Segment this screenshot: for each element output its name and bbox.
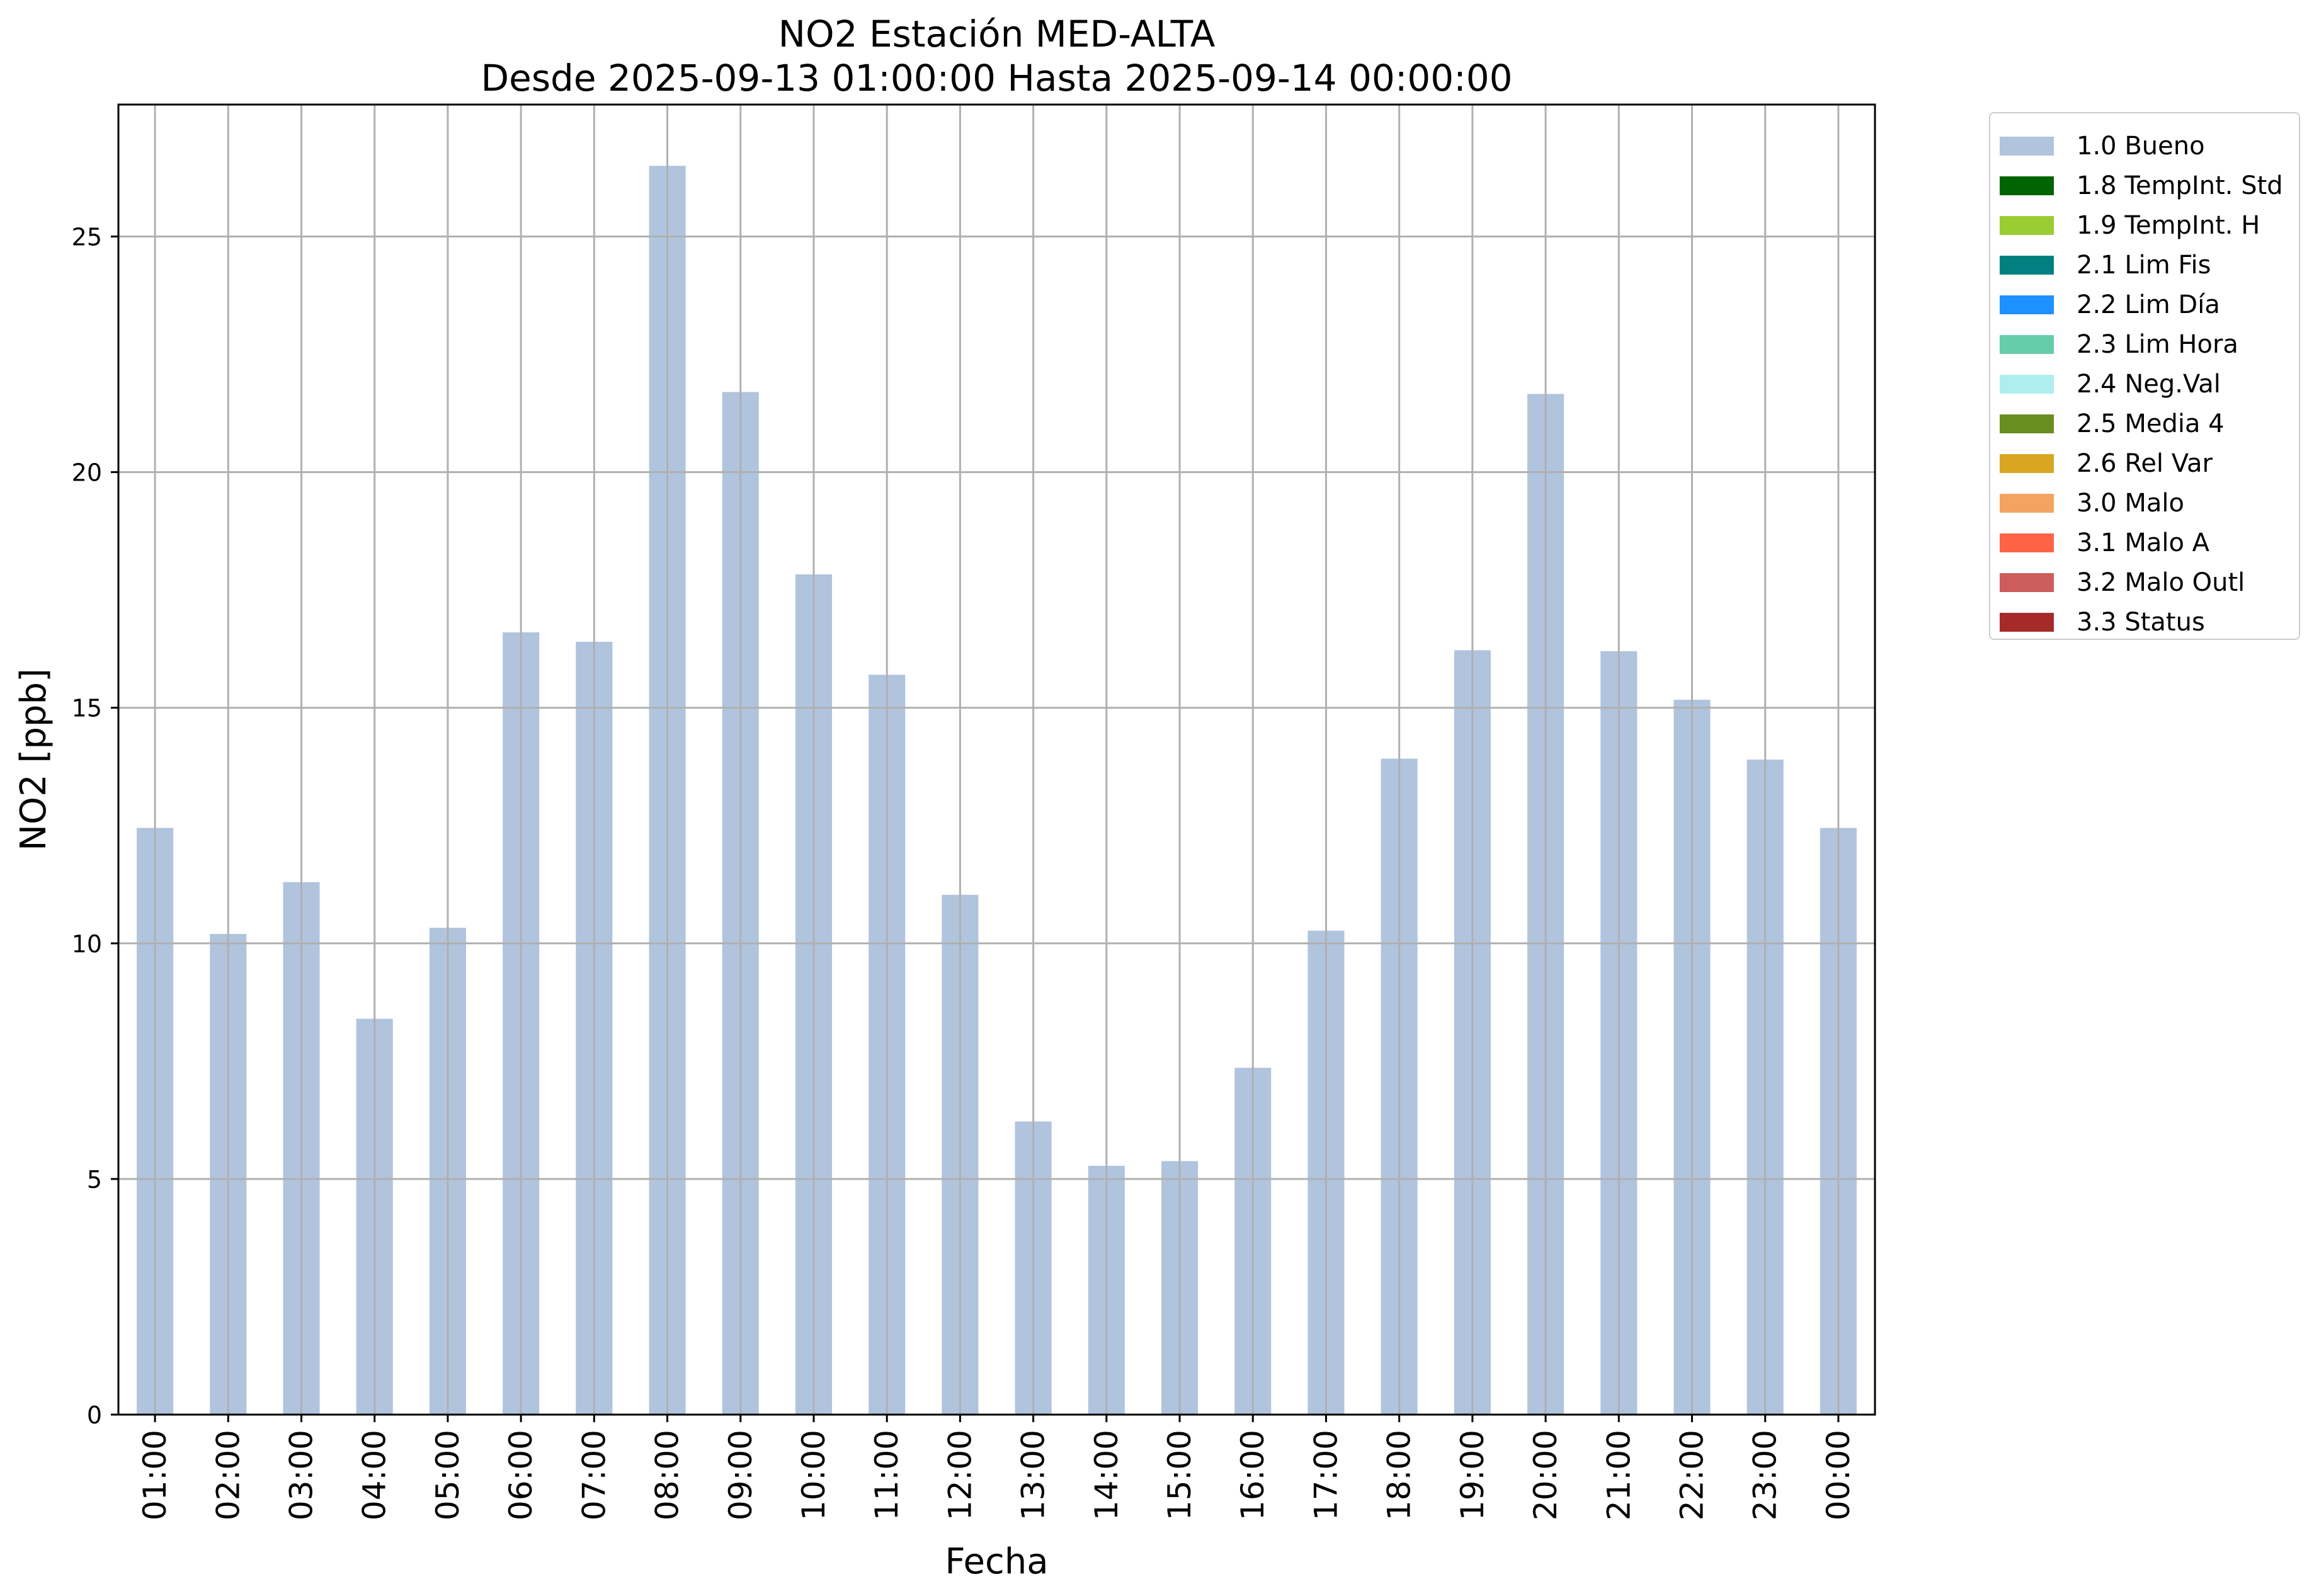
legend: 1.0 Bueno 1.8 TempInt. Std 1.9 TempInt. H 2…	[1989, 112, 2300, 640]
y-tick-label: 15	[72, 695, 102, 722]
legend-swatch	[2000, 533, 2054, 552]
x-tick-label: 08:00	[649, 1430, 686, 1520]
legend-swatch	[2000, 295, 2054, 314]
x-axis-label: Fecha	[945, 1541, 1048, 1582]
legend-item: 2.1 Lim Fis	[2000, 245, 2211, 285]
y-tick-label: 0	[87, 1401, 102, 1429]
x-tick-label: 23:00	[1747, 1430, 1784, 1520]
legend-label: 1.0 Bueno	[2077, 131, 2205, 161]
legend-item: 3.0 Malo	[2000, 483, 2184, 523]
legend-item: 3.2 Malo Outl	[2000, 562, 2245, 602]
x-tick-label: 00:00	[1820, 1430, 1857, 1520]
x-tick-label: 01:00	[137, 1430, 173, 1520]
x-tick-label: 04:00	[356, 1430, 393, 1520]
legend-swatch	[2000, 453, 2054, 473]
legend-item: 2.6 Rel Var	[2000, 443, 2213, 483]
legend-item: 2.3 Lim Hora	[2000, 324, 2238, 364]
x-tick-label: 13:00	[1015, 1430, 1052, 1520]
legend-swatch	[2000, 136, 2054, 156]
x-tick-label: 20:00	[1527, 1430, 1564, 1520]
legend-swatch	[2000, 334, 2054, 354]
legend-label: 3.1 Malo A	[2077, 528, 2210, 557]
legend-label: 2.2 Lim Día	[2077, 290, 2220, 319]
x-tick-label: 07:00	[576, 1430, 612, 1520]
legend-label: 1.9 TempInt. H	[2077, 210, 2260, 240]
legend-swatch	[2000, 414, 2054, 433]
legend-swatch	[2000, 255, 2054, 275]
x-tick-label: 15:00	[1161, 1430, 1198, 1520]
x-tick-label: 06:00	[503, 1430, 539, 1520]
legend-swatch	[2000, 612, 2054, 632]
legend-swatch	[2000, 374, 2054, 394]
legend-item: 2.5 Media 4	[2000, 404, 2225, 443]
x-tick-label: 12:00	[942, 1430, 978, 1520]
x-tick-label: 17:00	[1308, 1430, 1344, 1520]
legend-item: 3.1 Malo A	[2000, 523, 2209, 562]
x-tick-label: 05:00	[430, 1430, 466, 1520]
legend-label: 2.4 Neg.Val	[2077, 369, 2221, 399]
legend-swatch	[2000, 493, 2054, 513]
x-axis: 01:00 02:00 03:00 04:00 05:00 06:00 07:00 08:00…	[137, 1415, 1857, 1520]
legend-label: 3.3 Status	[2077, 607, 2205, 637]
legend-label: 2.5 Media 4	[2077, 409, 2225, 438]
legend-swatch	[2000, 176, 2054, 195]
y-tick-label: 10	[72, 930, 102, 958]
legend-item: 1.9 TempInt. H	[2000, 205, 2260, 245]
y-axis: 0 5 10 15 20 25	[72, 223, 118, 1429]
y-tick-label: 5	[87, 1166, 102, 1194]
legend-label: 3.0 Malo	[2077, 488, 2184, 518]
x-tick-label: 21:00	[1600, 1430, 1637, 1520]
y-axis-label: NO2 [ppb]	[13, 668, 54, 851]
grid-layer	[118, 105, 1875, 1415]
legend-item: 1.0 Bueno	[2000, 126, 2205, 166]
chart-subtitle: Desde 2025-09-13 01:00:00 Hasta 2025-09-…	[481, 57, 1513, 100]
bars-layer	[137, 166, 1857, 1415]
legend-item: 2.4 Neg.Val	[2000, 364, 2221, 404]
legend-item: 3.3 Status	[2000, 602, 2205, 642]
legend-label: 3.2 Malo Outl	[2077, 567, 2245, 597]
legend-label: 2.3 Lim Hora	[2077, 329, 2238, 359]
legend-item: 1.8 TempInt. Std	[2000, 166, 2283, 205]
plot-frame	[117, 103, 1876, 1416]
legend-label: 2.6 Rel Var	[2077, 448, 2213, 478]
x-tick-label: 03:00	[283, 1430, 320, 1520]
x-tick-label: 11:00	[869, 1430, 905, 1520]
legend-item: 2.2 Lim Día	[2000, 285, 2220, 324]
x-tick-label: 09:00	[722, 1430, 759, 1520]
x-tick-label: 22:00	[1673, 1430, 1710, 1520]
x-tick-label: 18:00	[1381, 1430, 1418, 1520]
legend-label: 1.8 TempInt. Std	[2077, 171, 2283, 200]
x-tick-label: 10:00	[795, 1430, 832, 1520]
x-tick-label: 16:00	[1234, 1430, 1271, 1520]
y-tick-label: 20	[72, 459, 102, 487]
legend-label: 2.1 Lim Fis	[2077, 250, 2211, 280]
x-tick-label: 02:00	[210, 1430, 246, 1520]
chart-title: NO2 Estación MED-ALTA	[778, 13, 1216, 55]
legend-swatch	[2000, 215, 2054, 235]
x-tick-label: 14:00	[1088, 1430, 1125, 1520]
x-tick-label: 19:00	[1454, 1430, 1491, 1520]
y-tick-label: 25	[72, 223, 102, 251]
legend-swatch	[2000, 573, 2054, 592]
